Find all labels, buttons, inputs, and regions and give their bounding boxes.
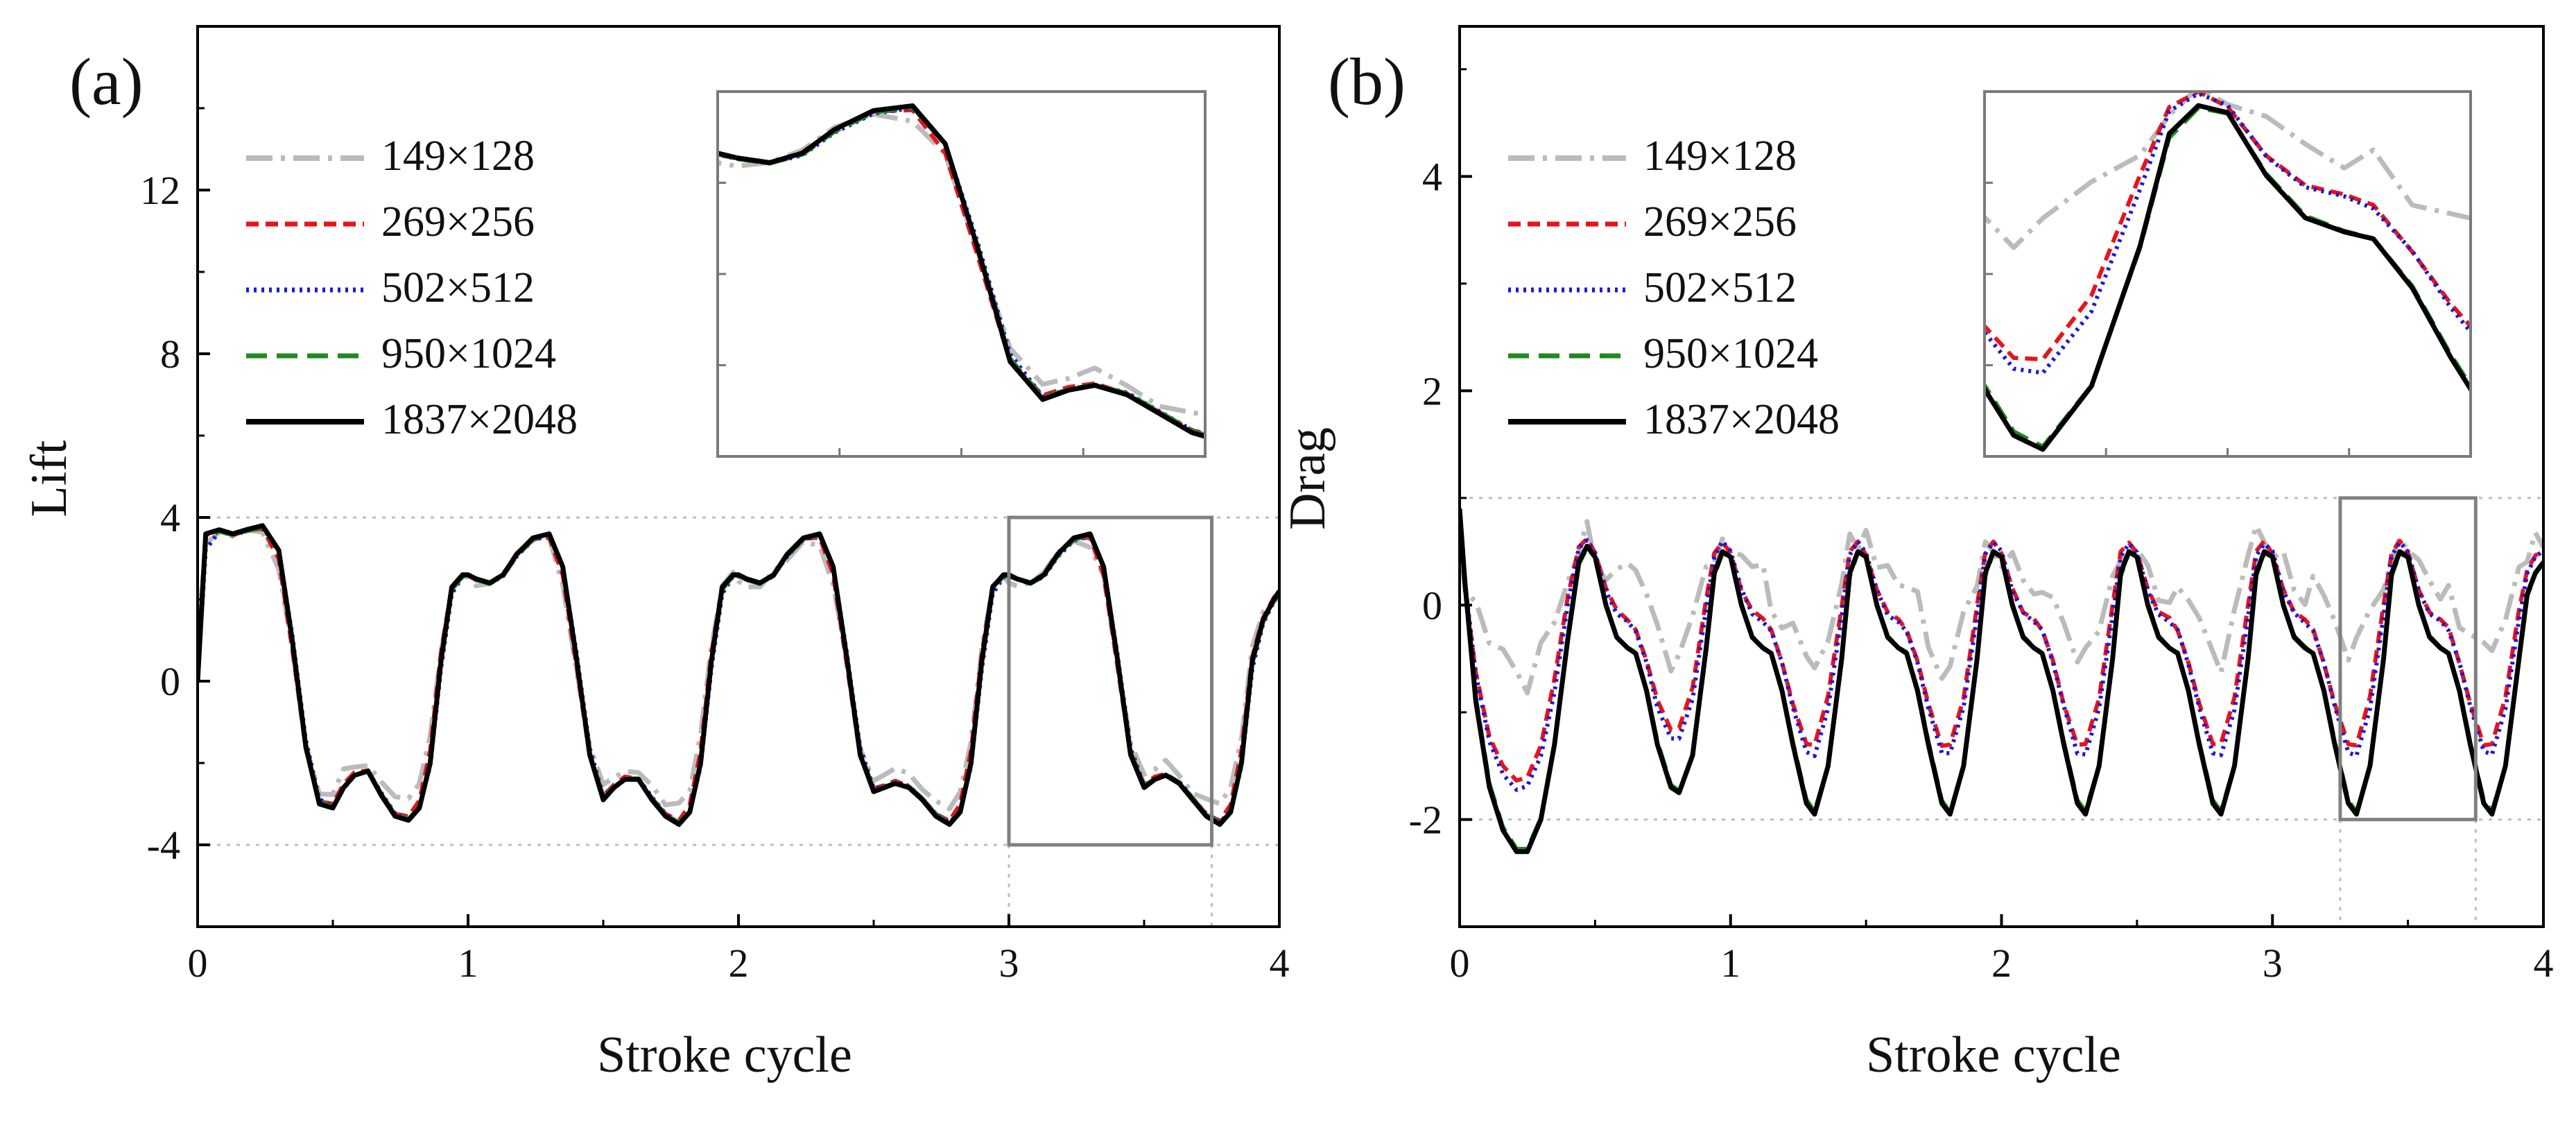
panel-b-inset-frame [1983,90,2472,458]
panel-b-legend-label-4: 1837×2048 [1643,396,1840,443]
panel-b-ytick-label-3: 4 [1422,154,1442,199]
panel-a-legend-label-1: 269×256 [381,198,535,246]
panel-a-series-group [198,523,1279,827]
panel-a-series-line-3 [198,525,1279,825]
panel-a-xtick-label-1: 1 [458,941,478,986]
panel-b-inset-series-line-0 [1985,92,2471,250]
panel-b-inset-series-group [1985,92,2471,452]
panel-b-series-group [1460,508,2543,855]
panel-a-ytick-label-4: 12 [140,168,180,213]
panel-a-inset-series-line-1 [718,108,1205,436]
panel-a-legend-label-4: 1837×2048 [381,396,578,443]
panel-b-inset-series-line-1 [1985,92,2471,361]
panel-b-label: (b) [1328,44,1406,119]
panel-b-xtick-label-2: 2 [1991,941,2012,986]
panel-a-xtick-label-4: 4 [1270,941,1290,986]
panel-a-zoom-box [1007,515,1213,847]
panel-b-xtick-label-1: 1 [1720,941,1740,986]
panel-a-ytick-label-0: -4 [147,823,180,868]
panel-b-legend-label-2: 502×512 [1643,264,1797,311]
panel-b-inset-series-line-4 [1985,103,2471,452]
panel-a-xlabel: Stroke cycle [597,1027,852,1083]
panel-a-lift-chart: (a) Lift Stroke cycle 149×128 269×256 50… [21,25,1290,1083]
panel-a-inset-series-line-4 [718,103,1205,439]
panel-b-legend-label-0: 149×128 [1643,132,1797,180]
panel-a-series-line-2 [198,525,1279,825]
panel-b-xlabel: Stroke cycle [1866,1027,2121,1083]
panel-a-series-line-4 [198,523,1279,827]
panel-b-drag-chart: (b) Drag Stroke cycle 149×128 269×256 50… [1279,25,2554,1083]
panel-b-ylabel: Drag [1279,427,1336,530]
panel-a-ylabel: Lift [21,440,78,517]
panel-a-label: (a) [69,44,144,119]
panel-b-xtick-label-3: 3 [2263,941,2283,986]
panel-a-inset-background [718,92,1205,456]
panel-b-ytick-label-2: 2 [1422,368,1442,413]
panel-b-ytick-label-0: -2 [1409,797,1442,842]
panel-b-ytick-label-1: 0 [1422,583,1442,628]
panel-a-inset-frame [716,90,1207,458]
panel-b-series-line-0 [1460,518,2543,696]
panel-a-legend-label-0: 149×128 [381,132,535,180]
panel-a-xtick-label-3: 3 [999,941,1019,986]
panel-a-xtick-label-2: 2 [729,941,749,986]
panel-a-legend-label-3: 950×1024 [381,330,556,377]
panel-b-legend-label-1: 269×256 [1643,198,1797,246]
panel-a-inset-series-group [718,103,1205,439]
panel-b-xtick-label-4: 4 [2534,941,2554,986]
panel-a-ytick-label-2: 4 [160,495,180,540]
panel-b-inset-background [1985,92,2471,456]
panel-a-ytick-label-3: 8 [160,332,180,377]
panel-b-xtick-label-0: 0 [1450,941,1470,986]
panel-a-legend-label-2: 502×512 [381,264,535,311]
panel-a-ytick-label-1: 0 [160,659,180,704]
panel-b-legend-label-3: 950×1024 [1643,330,1818,377]
panel-b-series-line-4 [1460,508,2543,855]
panel-a-xtick-label-0: 0 [188,941,208,986]
panel-b-series-line-1 [1460,531,2543,783]
panel-b-zoom-box [2338,496,2478,821]
